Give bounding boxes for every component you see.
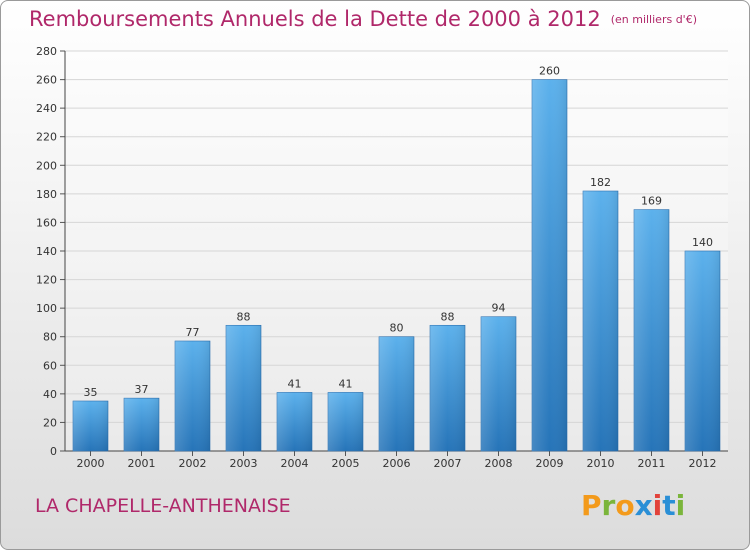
bar-shine xyxy=(328,392,363,451)
y-tick-label: 200 xyxy=(36,159,57,172)
bar-shine xyxy=(532,79,567,452)
chart-unit: (en milliers d'€) xyxy=(610,13,697,26)
x-tick-label: 2007 xyxy=(434,457,462,470)
x-tick-label: 2002 xyxy=(179,457,207,470)
x-tick-label: 2010 xyxy=(587,457,615,470)
bar-value-label: 41 xyxy=(339,377,353,390)
bar-shine xyxy=(73,401,108,451)
bar-layer xyxy=(72,79,721,452)
bar-value-label: 37 xyxy=(135,383,149,396)
y-tick-label: 160 xyxy=(36,216,57,229)
bar-shine xyxy=(634,209,669,451)
x-tick-label: 2004 xyxy=(281,457,309,470)
label-layer: 0 20 40 60 80 100 120 140 160 180 200 220 240 260 280 3… xyxy=(36,45,717,470)
bar-shine xyxy=(583,191,618,451)
commune-name: LA CHAPELLE-ANTHENAISE xyxy=(35,495,291,517)
logo-letter: i xyxy=(675,489,686,522)
y-tick-label: 220 xyxy=(36,131,57,144)
bar-value-label: 140 xyxy=(692,236,713,249)
x-tick-label: 2000 xyxy=(77,457,105,470)
x-tick-label: 2008 xyxy=(485,457,513,470)
bar-value-label: 80 xyxy=(390,322,404,335)
proxiti-logo: Proxiti xyxy=(581,489,691,523)
bar-value-label: 88 xyxy=(441,310,455,323)
chart-title: Remboursements Annuels de la Dette de 20… xyxy=(29,7,697,31)
bar-shine xyxy=(277,392,312,451)
y-tick-label: 80 xyxy=(43,331,57,344)
bar-shine xyxy=(379,336,414,451)
y-tick-label: 100 xyxy=(36,302,57,315)
y-tick-label: 60 xyxy=(43,359,57,372)
y-tick-label: 260 xyxy=(36,74,57,87)
bar-shine xyxy=(481,316,516,451)
bar-value-label: 260 xyxy=(539,65,560,78)
y-tick-label: 280 xyxy=(36,45,57,58)
x-tick-label: 2005 xyxy=(332,457,360,470)
bar-value-label: 169 xyxy=(641,195,662,208)
logo-letter: P xyxy=(581,489,602,522)
chart-title-text: Remboursements Annuels de la Dette de 20… xyxy=(29,7,601,31)
x-tick-label: 2006 xyxy=(383,457,411,470)
logo-letter: o xyxy=(615,489,635,522)
x-tick-label: 2012 xyxy=(689,457,717,470)
bar-shine xyxy=(124,398,159,451)
x-tick-label: 2001 xyxy=(128,457,156,470)
y-tick-label: 0 xyxy=(50,445,57,458)
logo-letter: r xyxy=(601,489,616,522)
bar-value-label: 182 xyxy=(590,176,611,189)
x-tick-label: 2009 xyxy=(536,457,564,470)
bar-value-label: 94 xyxy=(492,302,506,315)
x-tick-label: 2003 xyxy=(230,457,258,470)
logo-letter: i xyxy=(652,489,663,522)
y-tick-label: 240 xyxy=(36,102,57,115)
y-tick-label: 120 xyxy=(36,274,57,287)
y-tick-label: 40 xyxy=(43,388,57,401)
logo-letter: t xyxy=(662,489,676,522)
bar-shine xyxy=(430,325,465,451)
y-tick-label: 180 xyxy=(36,188,57,201)
y-tick-label: 20 xyxy=(43,416,57,429)
bar-value-label: 88 xyxy=(237,310,251,323)
bar-shine xyxy=(175,341,210,451)
logo-letter: x xyxy=(634,489,653,522)
bar-value-label: 35 xyxy=(84,386,98,399)
bar-shine xyxy=(226,325,261,451)
x-tick-label: 2011 xyxy=(638,457,666,470)
bar-shine xyxy=(685,251,720,451)
bar-value-label: 41 xyxy=(288,377,302,390)
y-tick-label: 140 xyxy=(36,245,57,258)
bar-value-label: 77 xyxy=(186,326,200,339)
